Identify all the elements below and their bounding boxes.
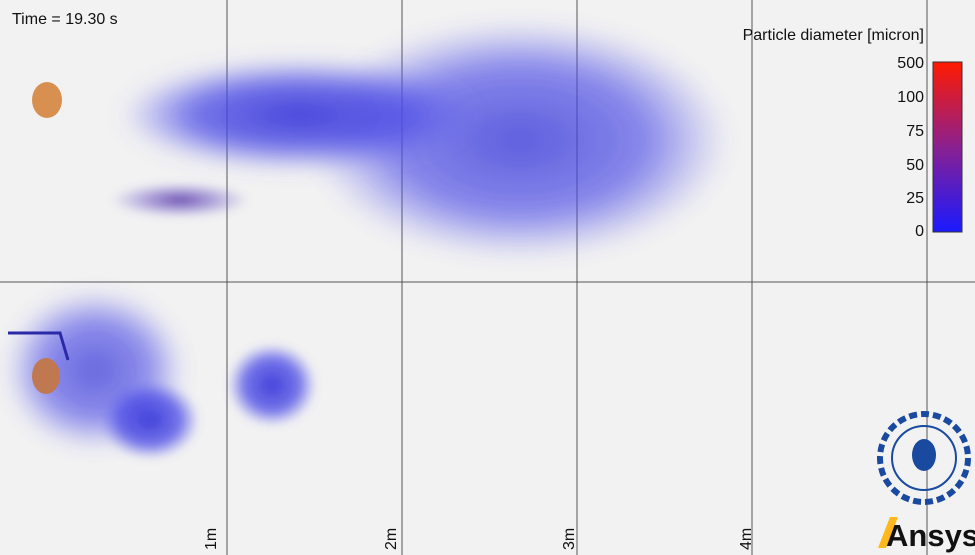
distance-label: 1m (203, 528, 220, 550)
distance-label: 3m (561, 528, 578, 550)
jet (8, 331, 70, 361)
cloud (120, 60, 480, 170)
colorbar-tick: 25 (906, 190, 924, 207)
colorbar (932, 61, 963, 233)
time-label: Time = 19.30 s (12, 11, 118, 28)
cloud (110, 182, 250, 218)
colorbar-tick: 75 (906, 123, 924, 140)
distance-label: 2m (383, 528, 400, 550)
particle-cloud-side (5, 290, 317, 460)
colorbar-tick: 100 (897, 89, 924, 106)
cloud (100, 380, 200, 460)
cloud (227, 343, 317, 427)
logo-mark (878, 517, 898, 548)
particle-cloud-top (110, 20, 730, 260)
distance-label: 4m (738, 528, 755, 550)
head-top (32, 82, 62, 118)
colorbar-tick: 500 (897, 55, 924, 72)
institute-emblem (877, 411, 971, 505)
colorbar-tick: 50 (906, 157, 924, 174)
colorbar-title: Particle diameter [micron] (743, 27, 924, 44)
colorbar-tick: 0 (915, 223, 924, 240)
head-side (32, 358, 60, 394)
logo-text: Ansys (886, 518, 975, 553)
